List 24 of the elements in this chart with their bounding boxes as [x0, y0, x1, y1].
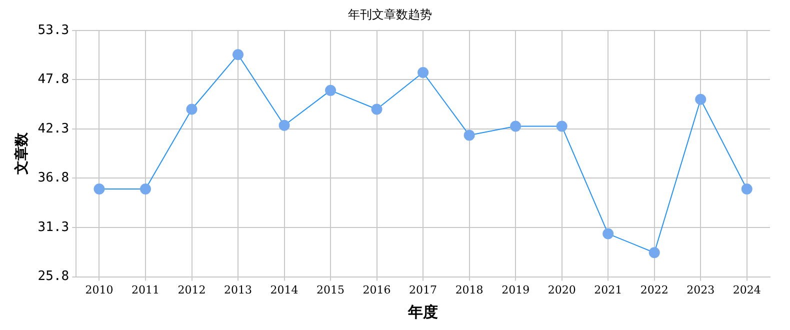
- y-tick-label: 36.8: [38, 170, 70, 186]
- x-tick-label: 2024: [732, 283, 761, 296]
- x-tick-label: 2017: [409, 283, 438, 296]
- x-tick-label: 2020: [548, 283, 576, 296]
- x-tick-label: 2016: [362, 283, 391, 296]
- y-axis-title: 文章数: [13, 132, 30, 176]
- x-tick-label: 2013: [224, 283, 252, 296]
- y-tick-label: 42.3: [38, 121, 70, 136]
- chart-title: 年刊文章数趋势: [348, 7, 432, 22]
- y-tick-label: 25.8: [38, 269, 70, 284]
- x-tick-label: 2011: [131, 283, 160, 296]
- y-tick-label: 31.3: [38, 220, 70, 235]
- x-tick-label: 2010: [85, 283, 114, 296]
- x-axis-title: 年度: [407, 302, 438, 321]
- x-tick-label: 2012: [178, 283, 206, 296]
- y-tick-label: 47.8: [38, 72, 70, 88]
- x-tick-label: 2015: [316, 283, 345, 296]
- x-tick-label: 2022: [640, 283, 668, 296]
- x-tick-label: 2014: [270, 283, 298, 296]
- x-tick-label: 2021: [594, 283, 622, 296]
- x-tick-label: 2019: [502, 283, 530, 296]
- x-tick-label: 2023: [686, 283, 715, 296]
- y-tick-label: 53.3: [38, 22, 70, 38]
- x-tick-label: 2018: [455, 283, 484, 296]
